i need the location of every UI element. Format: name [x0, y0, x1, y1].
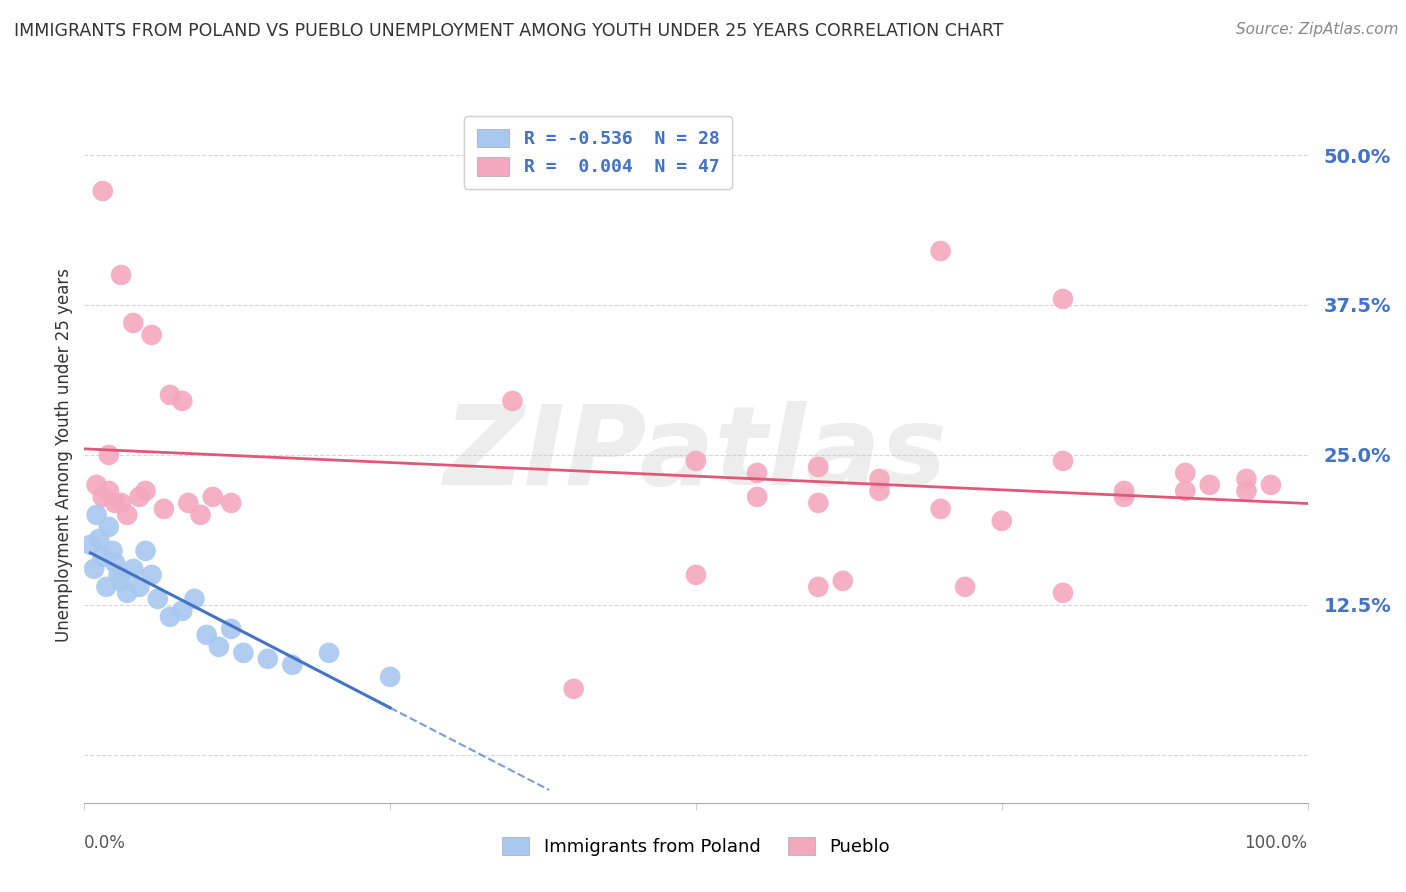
Point — [135, 483, 157, 498]
Y-axis label: Unemployment Among Youth under 25 years: Unemployment Among Youth under 25 years — [55, 268, 73, 642]
Point — [91, 490, 114, 504]
Point — [128, 580, 150, 594]
Point — [685, 567, 707, 582]
Point — [122, 562, 145, 576]
Point — [201, 490, 224, 504]
Point — [122, 316, 145, 330]
Point — [91, 549, 114, 564]
Legend: R = -0.536  N = 28, R =  0.004  N = 47: R = -0.536 N = 28, R = 0.004 N = 47 — [464, 116, 733, 189]
Point — [110, 268, 132, 282]
Point — [991, 514, 1014, 528]
Point — [257, 652, 280, 666]
Point — [195, 628, 218, 642]
Point — [807, 459, 830, 474]
Point — [83, 562, 105, 576]
Point — [929, 244, 952, 258]
Point — [96, 580, 118, 594]
Point — [1260, 478, 1282, 492]
Point — [115, 586, 138, 600]
Text: 0.0%: 0.0% — [84, 834, 127, 852]
Point — [807, 496, 830, 510]
Point — [172, 393, 194, 408]
Point — [153, 502, 176, 516]
Point — [232, 646, 254, 660]
Point — [97, 448, 120, 462]
Point — [562, 681, 585, 696]
Point — [79, 538, 101, 552]
Point — [1174, 483, 1197, 498]
Point — [104, 496, 127, 510]
Point — [115, 508, 138, 522]
Point — [807, 580, 830, 594]
Point — [86, 478, 108, 492]
Point — [1114, 490, 1136, 504]
Point — [1052, 454, 1074, 468]
Point — [1114, 483, 1136, 498]
Point — [141, 567, 163, 582]
Point — [87, 532, 110, 546]
Point — [107, 567, 129, 582]
Point — [183, 591, 205, 606]
Point — [380, 670, 402, 684]
Point — [1234, 483, 1257, 498]
Point — [869, 472, 891, 486]
Point — [1052, 586, 1074, 600]
Point — [141, 328, 163, 343]
Point — [501, 393, 523, 408]
Point — [190, 508, 212, 522]
Point — [91, 184, 114, 198]
Text: ZIPatlas: ZIPatlas — [444, 401, 948, 508]
Point — [110, 496, 132, 510]
Point — [219, 496, 242, 510]
Point — [177, 496, 200, 510]
Point — [1234, 472, 1257, 486]
Point — [281, 657, 304, 672]
Point — [831, 574, 853, 588]
Text: Source: ZipAtlas.com: Source: ZipAtlas.com — [1236, 22, 1399, 37]
Point — [1174, 466, 1197, 480]
Point — [172, 604, 194, 618]
Point — [146, 591, 169, 606]
Point — [685, 454, 707, 468]
Point — [219, 622, 242, 636]
Point — [159, 388, 181, 402]
Text: 100.0%: 100.0% — [1244, 834, 1308, 852]
Point — [1052, 292, 1074, 306]
Point — [929, 502, 952, 516]
Point — [101, 544, 124, 558]
Point — [208, 640, 231, 654]
Point — [747, 466, 769, 480]
Point — [869, 483, 891, 498]
Point — [1198, 478, 1220, 492]
Point — [110, 574, 132, 588]
Point — [135, 544, 157, 558]
Point — [318, 646, 340, 660]
Point — [159, 610, 181, 624]
Point — [97, 520, 120, 534]
Point — [953, 580, 976, 594]
Text: IMMIGRANTS FROM POLAND VS PUEBLO UNEMPLOYMENT AMONG YOUTH UNDER 25 YEARS CORRELA: IMMIGRANTS FROM POLAND VS PUEBLO UNEMPLO… — [14, 22, 1004, 40]
Point — [128, 490, 150, 504]
Point — [86, 508, 108, 522]
Point — [747, 490, 769, 504]
Point — [104, 556, 127, 570]
Point — [97, 483, 120, 498]
